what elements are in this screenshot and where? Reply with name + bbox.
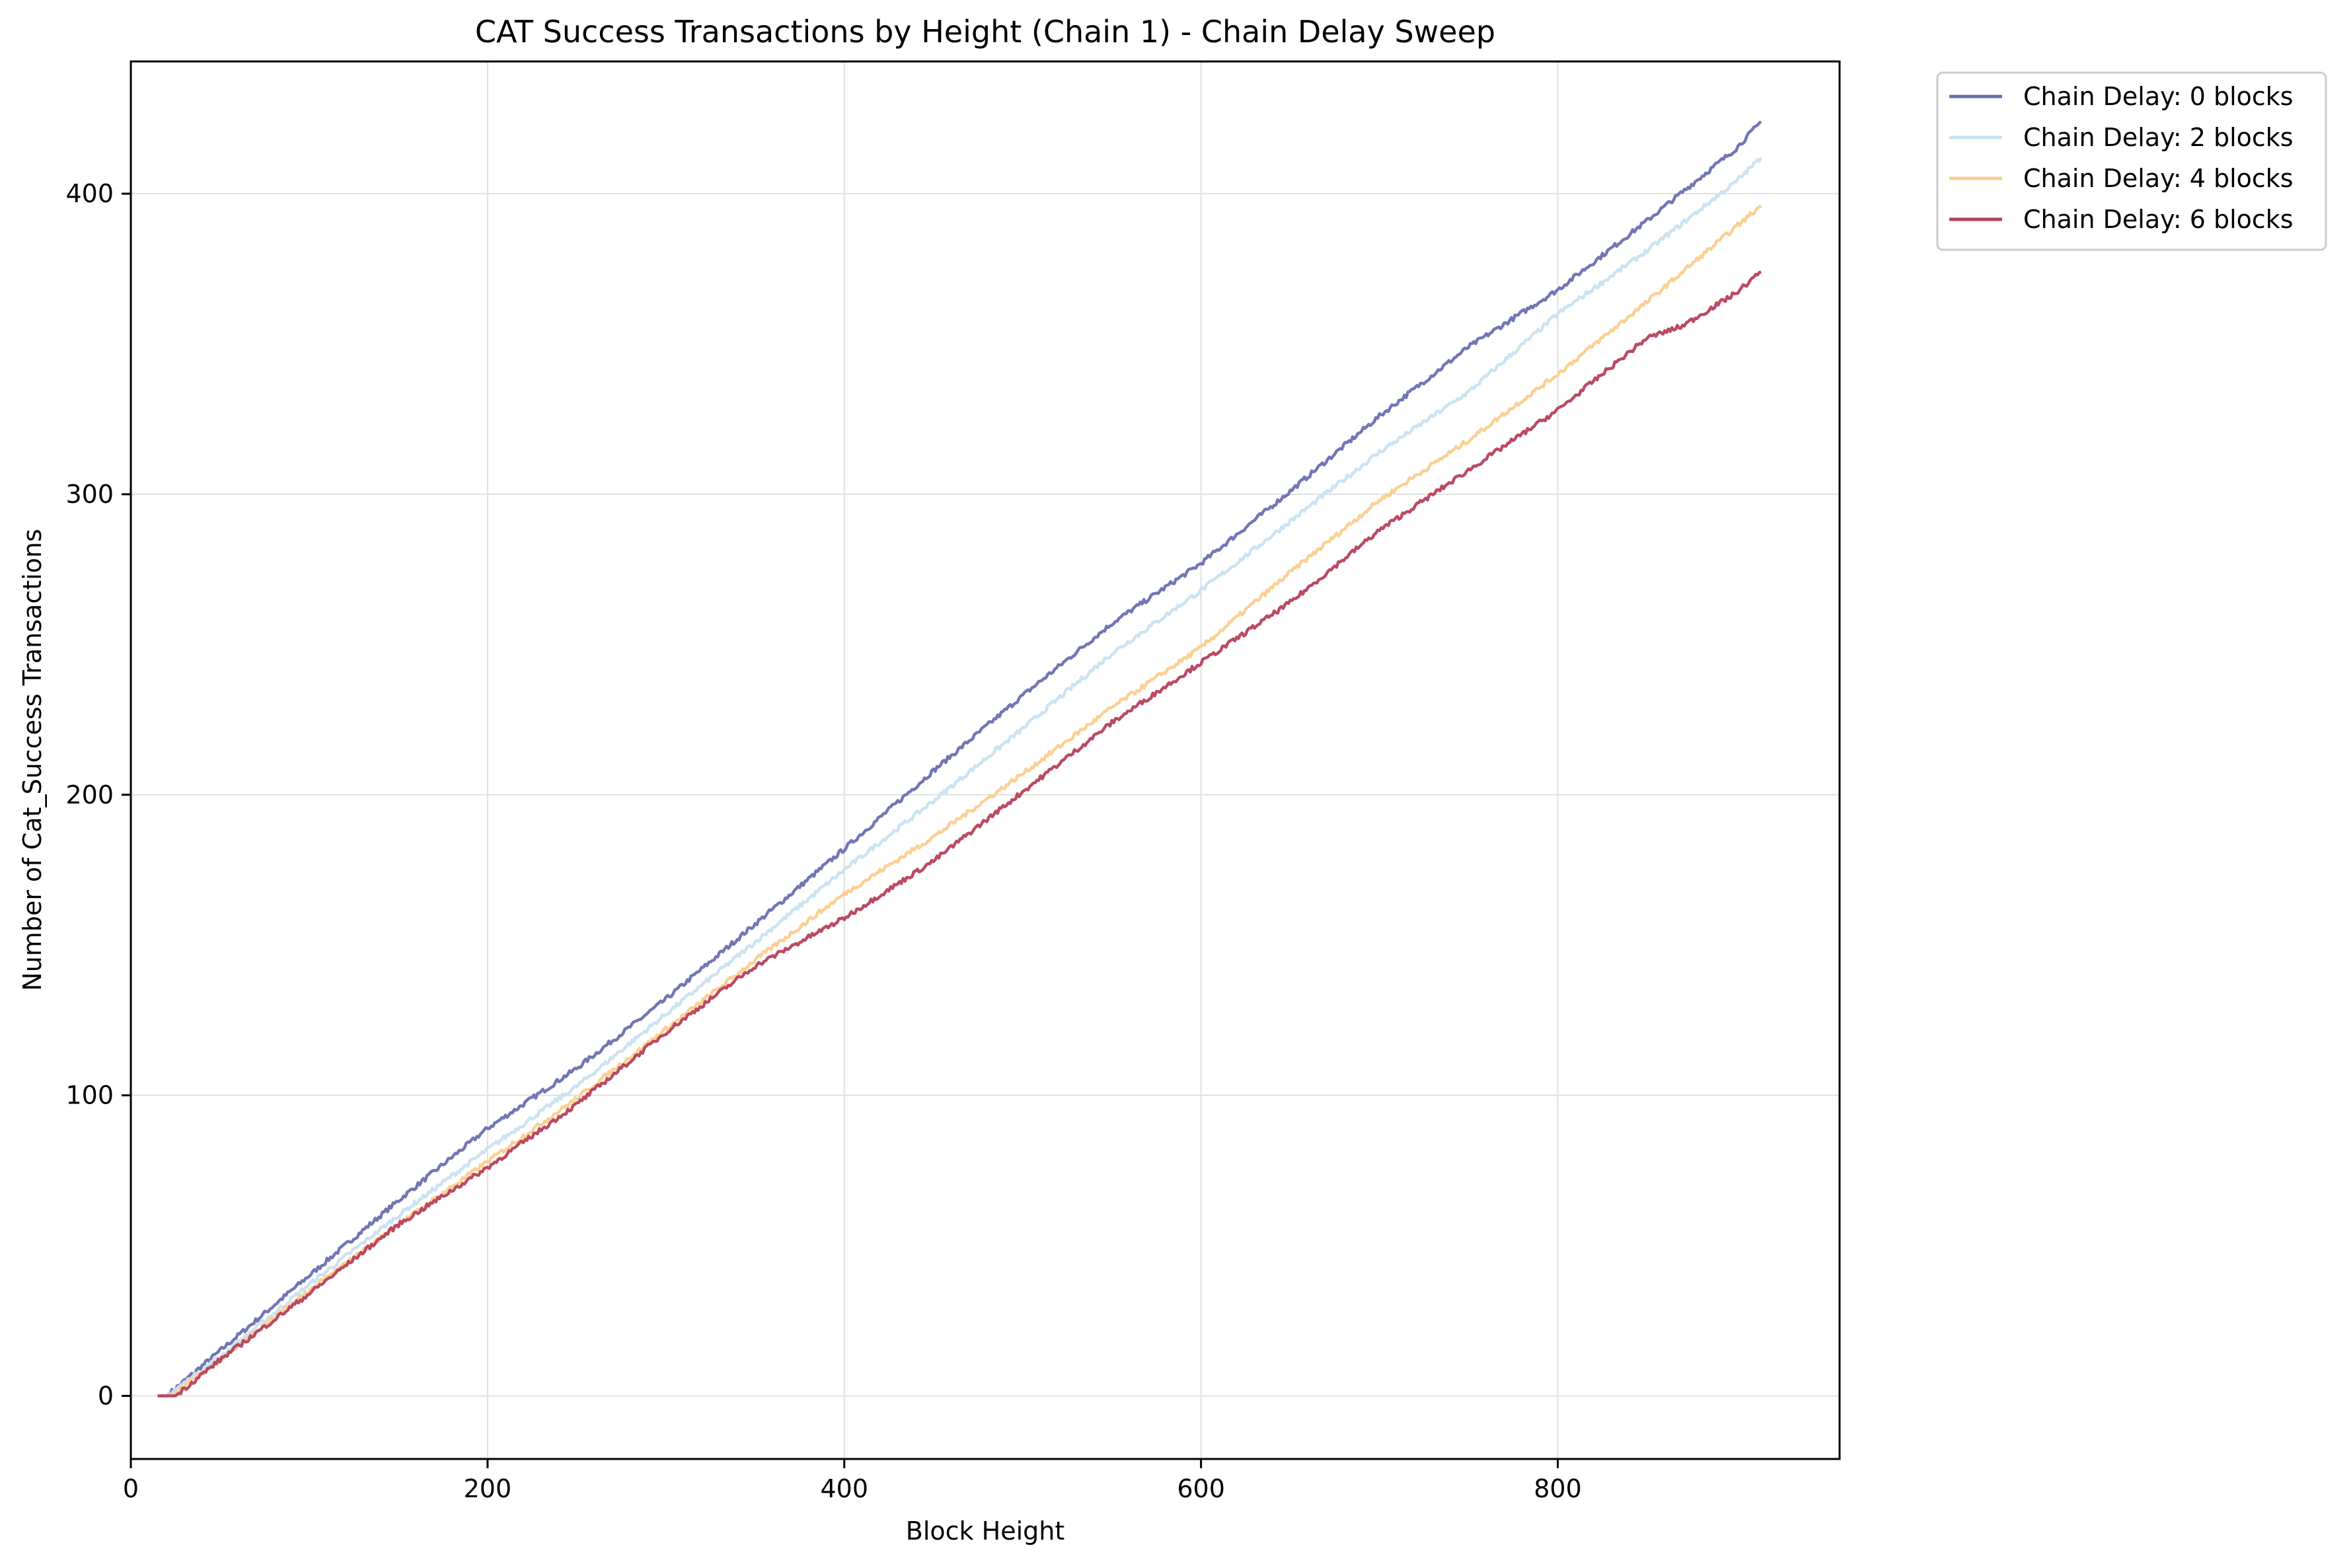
plot-frame (130, 60, 1841, 1460)
x-tick-label: 600 (1177, 1474, 1225, 1503)
y-tick-label: 0 (98, 1381, 114, 1410)
x-tick-label: 800 (1534, 1474, 1582, 1503)
series-line-3 (157, 270, 1762, 1398)
y-tick-label: 400 (65, 179, 114, 208)
series-lines (157, 120, 1763, 1398)
x-tick-label: 400 (820, 1474, 868, 1503)
x-axis-label: Block Height (906, 1516, 1064, 1546)
chart-title: CAT Success Transactions by Height (Chai… (475, 14, 1495, 50)
series-line-1 (157, 157, 1763, 1398)
legend-entry-label: Chain Delay: 0 blocks (2023, 82, 2294, 111)
series-line-0 (157, 120, 1762, 1398)
y-tick-label: 300 (65, 480, 114, 509)
legend: Chain Delay: 0 blocks Chain Delay: 2 bloc… (1936, 71, 2327, 251)
legend-entry-label: Chain Delay: 6 blocks (2023, 205, 2294, 234)
x-tick-label: 0 (123, 1474, 139, 1503)
legend-entry-label: Chain Delay: 4 blocks (2023, 164, 2294, 193)
y-axis-label: Number of Cat_Success Transactions (18, 529, 47, 990)
legend-entry-label: Chain Delay: 2 blocks (2023, 123, 2294, 152)
x-tick-label: 200 (464, 1474, 512, 1503)
grid-lines (131, 61, 1840, 1459)
axis-ticks: 0 200 400 600 800 0 100 200 300 400 (65, 179, 1581, 1503)
y-tick-label: 200 (65, 780, 114, 809)
legend-box (1936, 71, 2327, 251)
y-tick-label: 100 (65, 1081, 114, 1110)
